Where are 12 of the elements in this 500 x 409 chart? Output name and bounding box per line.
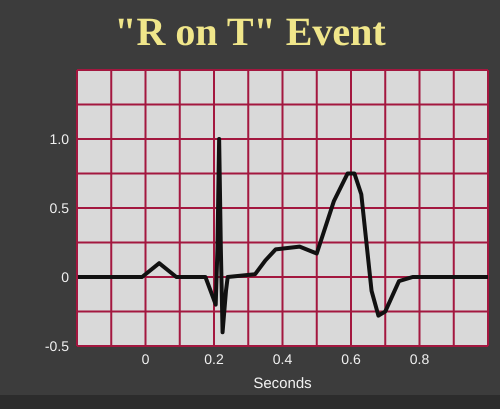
x-axis-title: Seconds [253, 375, 312, 392]
line-series [77, 137, 488, 334]
x-tick-label: 0.6 [341, 350, 361, 367]
y-tick-label: 0.5 [50, 200, 70, 216]
x-tick-label: 0 [142, 350, 150, 367]
x-tick-label: 0.4 [272, 350, 292, 367]
y-tick-label: -0.5 [44, 338, 70, 354]
x-tick-label: 0.8 [410, 350, 430, 367]
y-tick-label: 0 [61, 268, 70, 285]
y-tick-label: 1.0 [50, 130, 70, 147]
x-tick-label: 0.2 [204, 350, 224, 367]
chart-title: "R on T" Event [113, 8, 387, 55]
